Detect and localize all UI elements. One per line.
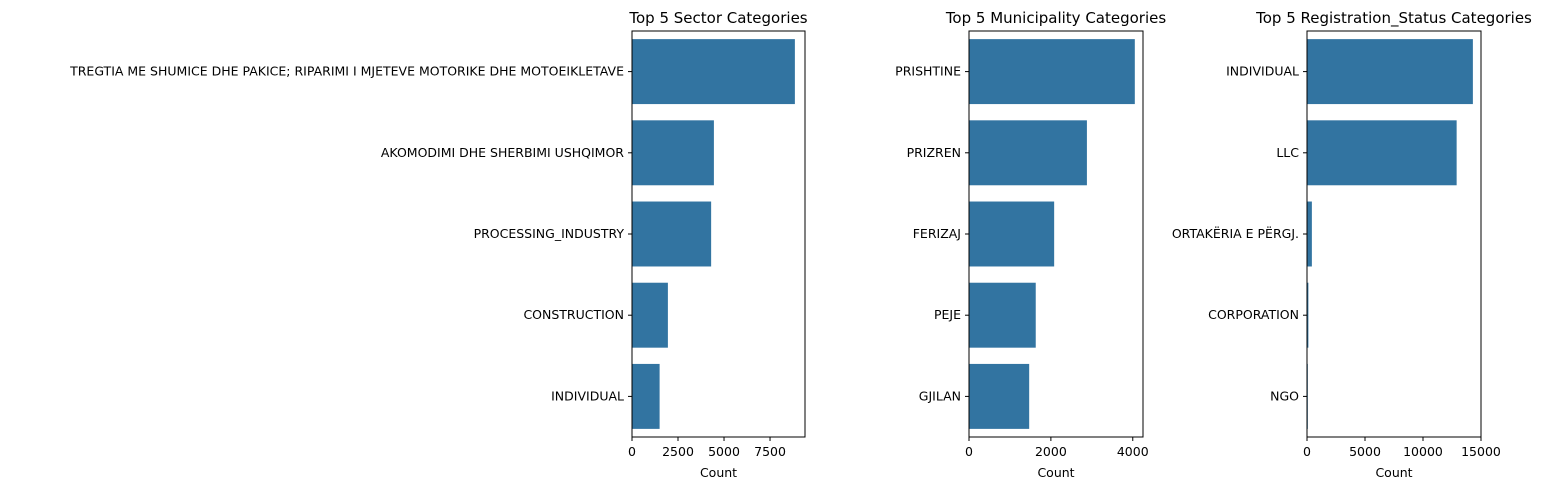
y-tick-label: INDIVIDUAL <box>1226 64 1299 79</box>
bar <box>1307 39 1473 105</box>
y-tick-label: CONSTRUCTION <box>523 307 624 322</box>
x-tick-label: 0 <box>1303 444 1311 459</box>
x-tick-label: 0 <box>628 444 636 459</box>
x-tick-label: 2500 <box>662 444 694 459</box>
bar <box>969 201 1055 267</box>
x-axis-label: Count <box>1375 465 1412 480</box>
x-tick-label: 5000 <box>1349 444 1381 459</box>
chart-title: Top 5 Sector Categories <box>628 9 807 27</box>
y-tick-label: PEJE <box>934 307 961 322</box>
y-tick-label: FERIZAJ <box>913 226 961 241</box>
x-tick-label: 2000 <box>1035 444 1067 459</box>
y-tick-label: NGO <box>1270 388 1299 403</box>
y-tick-label: CORPORATION <box>1208 307 1299 322</box>
y-tick-label: PRIZREN <box>907 145 961 160</box>
axes-frame <box>631 30 806 438</box>
y-tick-label: GJILAN <box>919 388 961 403</box>
x-tick-label: 0 <box>965 444 973 459</box>
y-tick-label: ORTAKËRIA E PËRGJ. <box>1172 226 1299 241</box>
bar <box>632 201 712 267</box>
axes-frame <box>1306 30 1482 438</box>
bar <box>969 363 1030 429</box>
bar <box>632 282 668 348</box>
y-tick-label: PRISHTINE <box>895 64 961 79</box>
bar <box>969 282 1036 348</box>
y-tick-label: AKOMODIMI DHE SHERBIMI USHQIMOR <box>381 145 624 160</box>
bar <box>969 120 1087 186</box>
chart-title: Top 5 Municipality Categories <box>945 9 1167 27</box>
bar <box>969 39 1135 105</box>
bar <box>1307 201 1312 267</box>
y-tick-label: PROCESSING_INDUSTRY <box>474 226 625 241</box>
x-tick-label: 7500 <box>754 444 786 459</box>
bar <box>632 120 714 186</box>
bar <box>1307 282 1309 348</box>
x-tick-label: 15000 <box>1461 444 1501 459</box>
x-axis-label: Count <box>1037 465 1074 480</box>
axes-frame <box>968 30 1144 438</box>
chart-title: Top 5 Registration_Status Categories <box>1255 9 1532 28</box>
bar <box>632 363 660 429</box>
y-tick-label: INDIVIDUAL <box>551 388 624 403</box>
bar <box>1307 120 1457 186</box>
x-tick-label: 10000 <box>1403 444 1443 459</box>
y-tick-label: LLC <box>1276 145 1299 160</box>
x-tick-label: 5000 <box>708 444 740 459</box>
x-axis-label: Count <box>700 465 737 480</box>
x-tick-label: 4000 <box>1117 444 1149 459</box>
bar <box>632 39 795 105</box>
y-tick-label: TREGTIA ME SHUMICE DHE PAKICE; RIPARIMI … <box>69 64 624 79</box>
